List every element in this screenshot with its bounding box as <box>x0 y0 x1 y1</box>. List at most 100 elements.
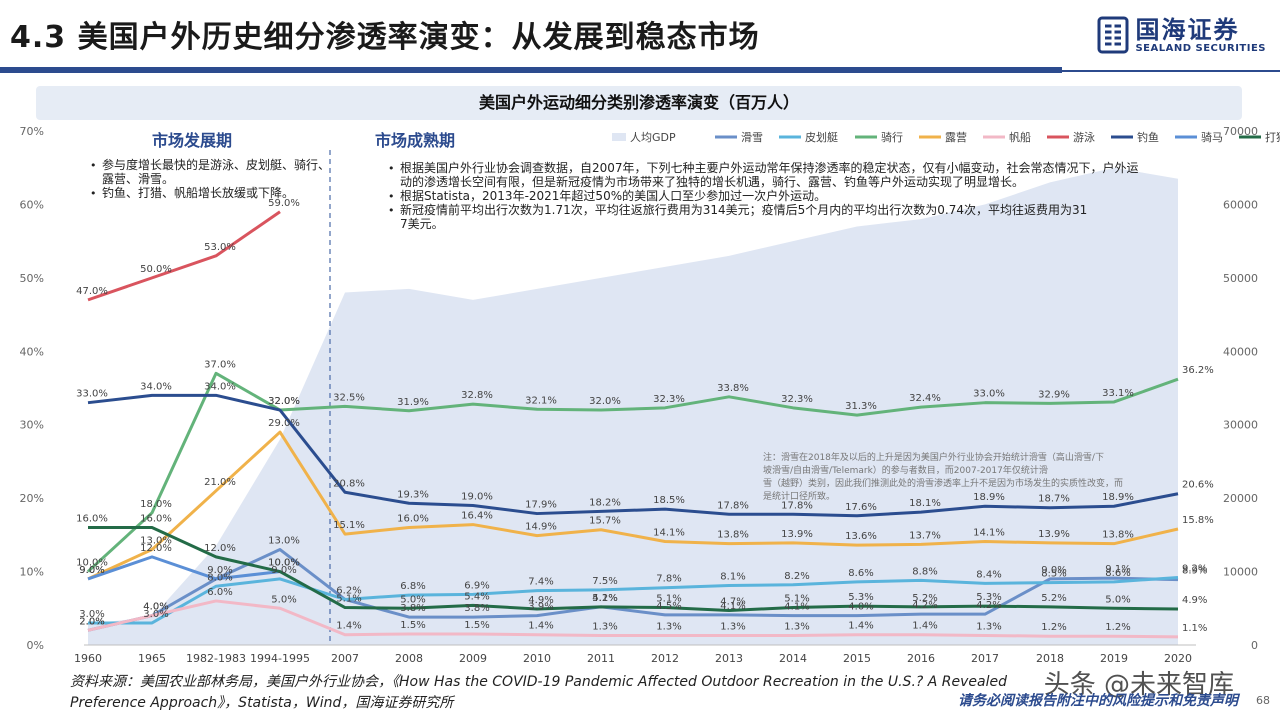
data-label: 8.5% <box>1041 569 1066 580</box>
data-label: 5.1% <box>784 594 809 605</box>
data-label: 4.2% <box>912 600 937 611</box>
y-right-tick-label: 0 <box>1251 639 1258 652</box>
data-label: 4.9% <box>528 595 553 606</box>
data-label: 5.4% <box>464 591 489 602</box>
data-label: 7.8% <box>656 574 681 585</box>
data-label: 8.9% <box>1182 566 1207 577</box>
data-label: 16.4% <box>461 511 493 522</box>
note-right-line: 根据美国户外行业协会调查数据，自2007年，下列七种主要户外运动常年保持渗透率的… <box>400 160 1139 175</box>
x-tick-label: 2009 <box>459 652 487 665</box>
legend-label: 滑雪 <box>741 131 763 144</box>
x-tick-label: 2017 <box>971 652 999 665</box>
data-label: 7.4% <box>528 577 553 588</box>
note-left-line: 钓鱼、打猎、帆船增长放缓或下降。 <box>102 185 294 200</box>
data-label: 8.2% <box>784 571 809 582</box>
data-label: 17.8% <box>717 500 749 511</box>
y-left-tick-label: 60% <box>20 198 44 211</box>
x-tick-label: 2014 <box>779 652 807 665</box>
data-label: 18.0% <box>140 499 172 510</box>
header-rule <box>0 67 1062 73</box>
data-label: 5.2% <box>592 593 617 604</box>
y-right-tick-label: 30000 <box>1223 419 1258 432</box>
chart-title-banner: 美国户外运动细分类别渗透率演变（百万人） <box>36 86 1242 120</box>
y-right-tick-label: 60000 <box>1223 198 1258 211</box>
watermark: 头条 @未来智库 <box>1043 670 1234 700</box>
legend-label: 帆船 <box>1009 130 1031 144</box>
data-label: 13.8% <box>1102 530 1134 541</box>
data-label: 21.0% <box>204 477 236 488</box>
legend-label: 皮划艇 <box>805 130 838 144</box>
bullet-icon: • <box>388 204 395 217</box>
series-line-1 <box>87 548 1179 632</box>
x-tick-label: 2020 <box>1164 652 1192 665</box>
data-label: 4.0% <box>848 602 873 613</box>
y-left-tick-label: 50% <box>20 272 44 285</box>
source-note: 资料来源：美国农业部林务局，美国户外行业协会，《How Has the COVI… <box>70 672 1190 714</box>
data-label: 5.3% <box>848 592 873 603</box>
series-line-7 <box>87 393 1179 518</box>
data-label: 10.0% <box>268 558 300 569</box>
x-tick-label: 2010 <box>523 652 551 665</box>
data-label: 4.9% <box>1182 595 1207 606</box>
data-label: 53.0% <box>204 242 236 253</box>
data-label: 18.5% <box>653 495 685 506</box>
data-label: 5.3% <box>976 592 1001 603</box>
chart-footnote-line: 雪（越野）类别，因此我们推测此处的滑雪渗透率上升不是因为市场发生的实质性改变，而 <box>763 477 1123 489</box>
data-label: 32.4% <box>909 393 941 404</box>
data-label: 59.0% <box>268 198 300 209</box>
data-label: 8.6% <box>1105 568 1130 579</box>
data-label: 4.1% <box>720 601 745 612</box>
data-label: 1.3% <box>656 621 681 632</box>
data-label: 9.0% <box>79 565 104 576</box>
x-tick-label: 1960 <box>74 652 102 665</box>
series-line-5 <box>87 599 1179 639</box>
page-title: 4.3 美国户外历史细分渗透率演变：从发展到稳态市场 <box>10 20 760 55</box>
series-line-9 <box>88 526 1179 612</box>
bullet-icon: • <box>388 162 395 175</box>
data-label: 47.0% <box>76 286 108 297</box>
data-label: 32.9% <box>1038 389 1070 400</box>
logo-chinese-name: 国海证券 <box>1135 15 1240 44</box>
data-label: 5.2% <box>912 593 937 604</box>
data-label: 1.3% <box>592 621 617 632</box>
data-label: 2.0% <box>79 616 104 627</box>
data-label: 33.1% <box>1102 388 1134 399</box>
legend-label: 游泳 <box>1073 130 1095 144</box>
data-label: 8.6% <box>848 568 873 579</box>
data-label: 5.1% <box>656 594 681 605</box>
legend-label: 打猎 <box>1265 130 1280 144</box>
data-label: 1.3% <box>784 621 809 632</box>
data-label: 16.0% <box>140 514 172 525</box>
y-left-tick-label: 20% <box>20 492 44 505</box>
data-label: 8.4% <box>976 569 1001 580</box>
data-label: 36.2% <box>1182 365 1214 376</box>
legend-swatch <box>612 133 626 141</box>
data-label: 6.0% <box>207 587 232 598</box>
data-label: 4.1% <box>784 602 809 613</box>
x-tick-label: 1965 <box>138 652 166 665</box>
chart-footnote-line: 注：滑雪在2018年及以后的上升是因为美国户外行业协会开始统计滑雪（高山滑雪/下 <box>763 451 1104 463</box>
series-line-4 <box>87 430 1179 581</box>
chart-footnote-line: 坡滑雪/自由滑雪/Telemark）的参与者数目，而2007-2017年仅统计滑 <box>763 464 1048 476</box>
x-tick-label: 1994-1995 <box>250 652 310 665</box>
data-label: 32.8% <box>461 390 493 401</box>
data-label: 6.8% <box>400 581 425 592</box>
data-label: 9.0% <box>207 565 232 576</box>
data-label: 15.7% <box>589 516 621 527</box>
data-label: 14.9% <box>525 522 557 533</box>
data-label: 1.1% <box>1182 623 1207 634</box>
data-label: 10.0% <box>268 558 300 569</box>
data-label: 13.6% <box>845 531 877 542</box>
phase-heading-mature: 市场成熟期 <box>375 131 455 150</box>
data-label: 18.1% <box>909 498 941 509</box>
data-label: 12.0% <box>140 543 172 554</box>
sealand-logo-icon <box>1097 16 1129 54</box>
penetration-chart: 0% 10% 20% 30% 40% 50% 60% 70% 0 10000 20000 30000 4… <box>20 125 1280 665</box>
x-tick-label: 2015 <box>843 652 871 665</box>
data-label: 9.0% <box>271 565 296 576</box>
data-label: 3.8% <box>464 603 489 614</box>
data-label: 4.0% <box>143 602 168 613</box>
data-label: 13.9% <box>1038 529 1070 540</box>
bullet-icon: • <box>388 190 395 203</box>
data-label: 17.6% <box>845 502 877 513</box>
